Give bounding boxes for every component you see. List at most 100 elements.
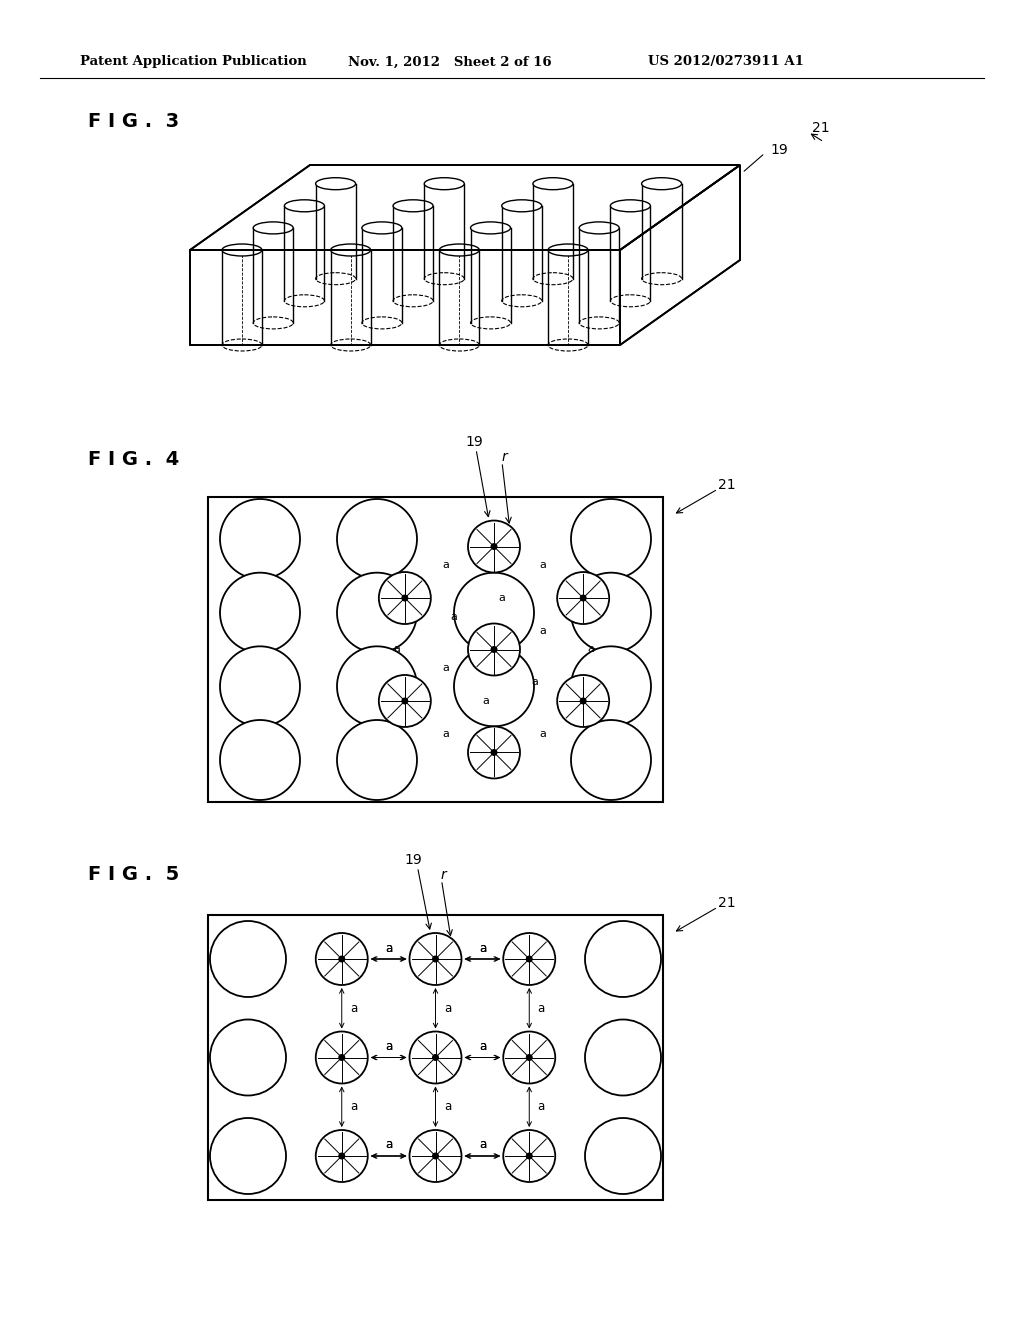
Circle shape xyxy=(571,499,651,579)
Text: F I G .  5: F I G . 5 xyxy=(88,865,179,884)
Text: 21: 21 xyxy=(812,121,829,135)
Text: a: a xyxy=(350,1101,357,1113)
Ellipse shape xyxy=(253,222,293,234)
Text: a: a xyxy=(531,677,538,688)
Circle shape xyxy=(585,921,662,997)
Circle shape xyxy=(339,956,344,962)
Circle shape xyxy=(503,1031,555,1084)
Text: a: a xyxy=(442,664,449,673)
Circle shape xyxy=(220,719,300,800)
Ellipse shape xyxy=(222,244,262,256)
Circle shape xyxy=(433,1154,438,1159)
Circle shape xyxy=(220,499,300,579)
Text: a: a xyxy=(385,941,392,954)
Text: 19: 19 xyxy=(404,853,422,867)
Text: a: a xyxy=(540,729,546,739)
Circle shape xyxy=(402,698,408,704)
Text: 19: 19 xyxy=(465,436,483,449)
Circle shape xyxy=(571,573,651,652)
Circle shape xyxy=(402,595,408,601)
Circle shape xyxy=(581,595,586,601)
Bar xyxy=(208,915,663,1200)
Circle shape xyxy=(337,647,417,726)
Ellipse shape xyxy=(315,178,355,190)
Ellipse shape xyxy=(642,178,682,190)
Ellipse shape xyxy=(471,222,511,234)
Ellipse shape xyxy=(580,222,620,234)
Circle shape xyxy=(585,1019,662,1096)
Text: a: a xyxy=(442,729,449,739)
Circle shape xyxy=(337,719,417,800)
Text: a: a xyxy=(350,1002,357,1015)
Circle shape xyxy=(433,956,438,962)
Circle shape xyxy=(468,726,520,779)
Text: a: a xyxy=(443,1101,452,1113)
Ellipse shape xyxy=(361,222,401,234)
Text: a: a xyxy=(499,593,506,603)
Circle shape xyxy=(526,1154,532,1159)
Text: a: a xyxy=(538,1002,545,1015)
Text: F I G .  3: F I G . 3 xyxy=(88,112,179,131)
Text: F I G .  4: F I G . 4 xyxy=(88,450,179,469)
Circle shape xyxy=(315,933,368,985)
Circle shape xyxy=(492,750,497,755)
Text: a: a xyxy=(479,1040,486,1053)
Circle shape xyxy=(571,647,651,726)
Circle shape xyxy=(315,1130,368,1181)
Circle shape xyxy=(468,623,520,676)
Text: a: a xyxy=(385,1040,392,1053)
Text: r: r xyxy=(440,869,446,882)
Circle shape xyxy=(337,499,417,579)
Text: a: a xyxy=(479,1138,486,1151)
Text: a: a xyxy=(540,626,546,636)
Ellipse shape xyxy=(331,244,371,256)
Circle shape xyxy=(557,572,609,624)
Text: Nov. 1, 2012   Sheet 2 of 16: Nov. 1, 2012 Sheet 2 of 16 xyxy=(348,55,552,69)
Text: 21: 21 xyxy=(718,896,735,909)
Circle shape xyxy=(492,544,497,549)
Circle shape xyxy=(581,698,586,704)
Text: r: r xyxy=(501,450,507,465)
Circle shape xyxy=(379,572,431,624)
Circle shape xyxy=(454,647,534,726)
Ellipse shape xyxy=(548,244,588,256)
Text: Patent Application Publication: Patent Application Publication xyxy=(80,55,307,69)
Text: a: a xyxy=(442,561,449,570)
Text: a: a xyxy=(385,1138,392,1151)
Ellipse shape xyxy=(532,178,573,190)
Text: a: a xyxy=(450,612,457,622)
Circle shape xyxy=(220,647,300,726)
Circle shape xyxy=(410,933,462,985)
Text: a: a xyxy=(479,941,486,954)
Circle shape xyxy=(492,647,497,652)
Circle shape xyxy=(339,1055,344,1060)
Circle shape xyxy=(503,933,555,985)
Circle shape xyxy=(410,1031,462,1084)
Text: 19: 19 xyxy=(770,143,787,157)
Circle shape xyxy=(220,573,300,652)
Circle shape xyxy=(433,1055,438,1060)
Text: a: a xyxy=(479,1040,486,1053)
Circle shape xyxy=(210,921,286,997)
Text: a: a xyxy=(538,1101,545,1113)
Circle shape xyxy=(557,675,609,727)
Circle shape xyxy=(503,1130,555,1181)
Circle shape xyxy=(210,1019,286,1096)
Text: a: a xyxy=(479,941,486,954)
Bar xyxy=(208,498,663,803)
Text: a: a xyxy=(479,1138,486,1151)
Text: a: a xyxy=(385,941,392,954)
Text: a: a xyxy=(482,696,489,706)
Text: a: a xyxy=(385,1040,392,1053)
Circle shape xyxy=(339,1154,344,1159)
Text: a: a xyxy=(443,1002,452,1015)
Circle shape xyxy=(454,573,534,652)
Polygon shape xyxy=(190,249,620,345)
Circle shape xyxy=(468,520,520,573)
Ellipse shape xyxy=(610,199,650,211)
Ellipse shape xyxy=(439,244,479,256)
Ellipse shape xyxy=(285,199,325,211)
Circle shape xyxy=(526,956,532,962)
Text: US 2012/0273911 A1: US 2012/0273911 A1 xyxy=(648,55,804,69)
Circle shape xyxy=(571,719,651,800)
